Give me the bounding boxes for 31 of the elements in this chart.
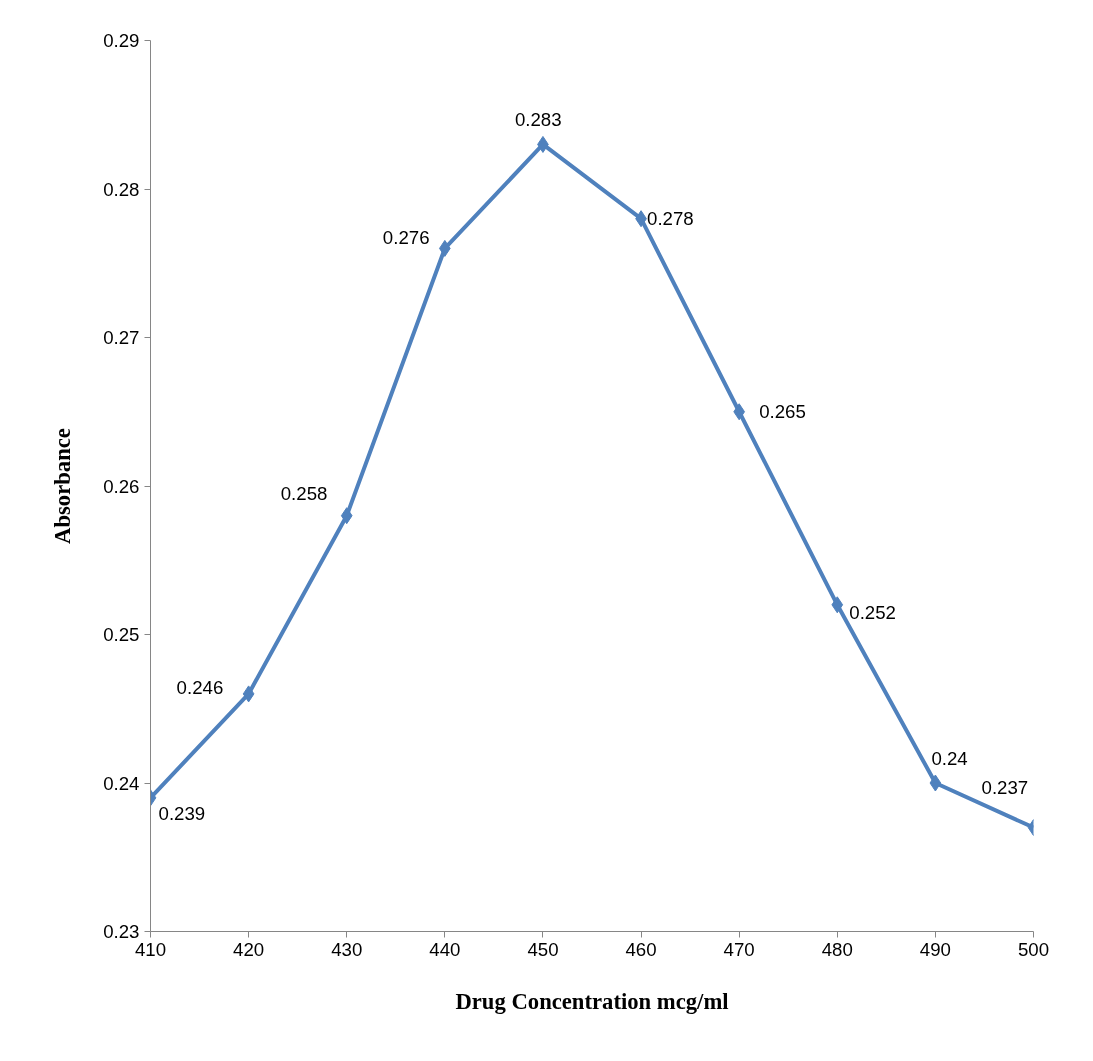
x-tick-label: 470 bbox=[723, 938, 755, 960]
data-label: 0.283 bbox=[514, 109, 562, 131]
point bbox=[929, 774, 942, 792]
data-label: 0.278 bbox=[647, 207, 694, 229]
y-tick-label: 0.27 bbox=[103, 327, 140, 348]
x-tick-label: 500 bbox=[1017, 938, 1050, 960]
x-tick-label: 430 bbox=[331, 938, 363, 960]
x-tick-label: 440 bbox=[429, 938, 461, 960]
x-axis-title: Drug Concentration mcg/ml bbox=[455, 988, 729, 1014]
point bbox=[242, 685, 255, 703]
data-label: 0.276 bbox=[382, 227, 430, 249]
data-label: 0.252 bbox=[849, 601, 896, 623]
data-label: 0.237 bbox=[981, 776, 1029, 798]
data-label: 0.24 bbox=[931, 748, 968, 769]
data-label: 0.265 bbox=[759, 400, 806, 422]
point bbox=[340, 507, 353, 525]
x-tick-label: 460 bbox=[625, 938, 657, 960]
data-label: 0.258 bbox=[280, 482, 328, 504]
x-tick-label: 490 bbox=[919, 938, 951, 960]
data-label: 0.246 bbox=[176, 676, 224, 698]
y-axis-title: Absorbance bbox=[50, 428, 76, 544]
y-tick-label: 0.26 bbox=[103, 475, 140, 497]
x-tick-label: 420 bbox=[233, 938, 265, 960]
y-tick-label: 0.29 bbox=[103, 30, 140, 51]
point bbox=[831, 596, 844, 614]
data-label: 0.239 bbox=[158, 802, 206, 824]
x-tick-label: 450 bbox=[527, 938, 559, 960]
y-tick-label: 0.25 bbox=[103, 624, 140, 645]
x-tick-label: 480 bbox=[821, 938, 853, 960]
y-tick-label: 0.24 bbox=[103, 772, 140, 794]
y-tick-label: 0.28 bbox=[103, 178, 140, 200]
